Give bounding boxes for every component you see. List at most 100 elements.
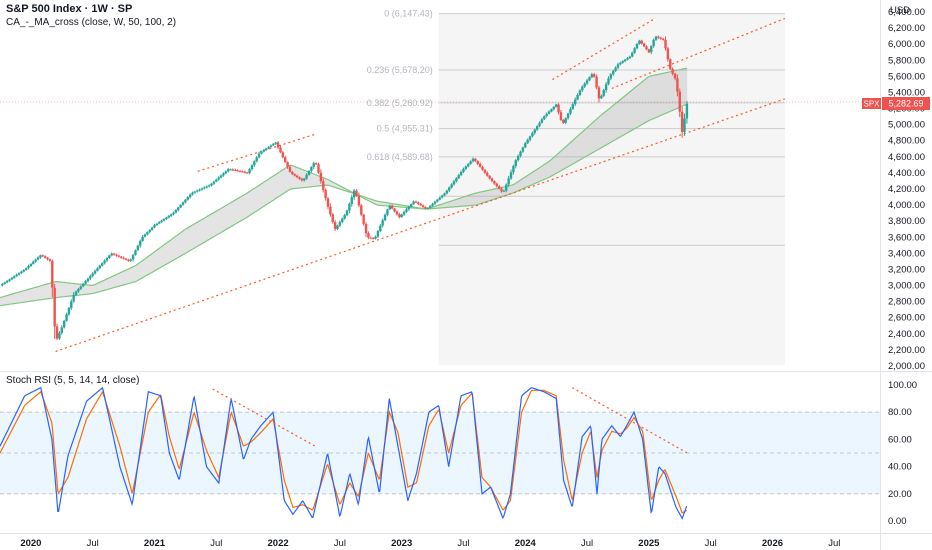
candle-body (526, 139, 529, 144)
candle-body (10, 277, 14, 280)
price-tick-label: 4,600.00 (888, 152, 925, 163)
fib-level-label: 0.5 (4,955.31) (377, 124, 433, 134)
candle-body (512, 166, 515, 173)
candle-body (155, 223, 159, 226)
candle-body (333, 222, 337, 229)
candle-body (543, 116, 546, 120)
candle-body (77, 288, 80, 292)
time-tick-label: Jul (705, 538, 717, 549)
price-tick-label: 4,000.00 (888, 200, 925, 211)
candle-body (650, 46, 653, 53)
candle-body (376, 231, 380, 237)
time-tick-label: 2025 (638, 538, 660, 549)
stoch-d-line (0, 389, 687, 514)
candle-body (245, 172, 249, 174)
candle-body (248, 169, 251, 173)
candle-body (588, 77, 591, 81)
stoch-tick-label: 0.00 (888, 516, 907, 527)
candle-body (162, 219, 166, 221)
symbol-title[interactable]: S&P 500 Index · 1W · SP (6, 3, 132, 15)
candle-body (276, 142, 280, 148)
candle-body (379, 225, 382, 232)
candle-body (169, 214, 173, 216)
candle-body (628, 56, 632, 59)
candle-body (600, 95, 603, 99)
price-tick-label: 6,000.00 (888, 39, 925, 50)
candle-body (324, 189, 327, 199)
candle-body (196, 190, 199, 192)
oscillator-axis[interactable]: 0.00 20.00 40.00 60.00 80.00 100.00 (888, 380, 917, 527)
candle-body (177, 207, 180, 211)
candle-body (238, 170, 242, 172)
stoch-k-line (0, 386, 688, 520)
candle-body (74, 291, 78, 295)
candle-body (452, 181, 456, 185)
candle-body (284, 157, 287, 163)
price-tick-label: 5,800.00 (888, 55, 925, 66)
candle-body (317, 164, 320, 173)
candle-body (547, 111, 551, 114)
time-tick-label: Jul (210, 538, 222, 549)
candle-body (243, 171, 247, 173)
candle-body (683, 118, 686, 132)
candle-body (288, 167, 292, 172)
candle-body (360, 205, 363, 215)
candle-body (614, 67, 617, 71)
candle-body (464, 166, 468, 169)
candle-body (616, 64, 620, 68)
candle-body (395, 211, 399, 215)
candle-body (661, 38, 665, 40)
candle-body (207, 185, 211, 187)
candle-body (262, 150, 266, 152)
candle-body (533, 129, 536, 133)
candle-body (497, 186, 501, 189)
candle-body (573, 99, 577, 105)
candle-body (519, 151, 522, 156)
oscillator-pane[interactable] (0, 386, 880, 520)
candle-body (371, 238, 375, 240)
candle-body (27, 266, 30, 269)
candle-body (595, 76, 598, 88)
candle-body (417, 202, 420, 204)
time-tick-label: 2026 (762, 538, 783, 549)
price-tick-label: 5,400.00 (888, 87, 925, 98)
time-axis[interactable]: 2020 Jul 2021 Jul 2022 Jul 2023 Jul 2024 Jul 2025 J… (20, 538, 840, 549)
candle-body (150, 227, 154, 230)
oscillator-legend[interactable]: Stoch RSI (5, 5, 14, 14, close) (6, 375, 139, 386)
price-tick-label: 4,400.00 (888, 168, 925, 179)
candle-body (148, 229, 151, 233)
stoch-tick-label: 80.00 (888, 407, 912, 418)
candle-body (281, 152, 285, 158)
candle-body (502, 190, 506, 192)
candle-body (319, 172, 323, 182)
candle-body (590, 74, 594, 78)
candle-body (53, 287, 56, 327)
candle-body (564, 118, 567, 123)
candle-body (666, 48, 670, 60)
candle-body (186, 197, 189, 200)
candle-body (654, 36, 658, 40)
candle-body (671, 69, 674, 74)
candle-body (433, 201, 437, 204)
candle-body (60, 327, 63, 333)
price-tick-label: 2,000.00 (888, 361, 925, 372)
indicator-legend[interactable]: CA_-_MA_cross (close, W, 50, 100, 2) (6, 17, 176, 28)
candle-body (326, 198, 330, 207)
candle-body (300, 178, 304, 181)
candle-body (205, 186, 208, 188)
candle-body (101, 263, 104, 266)
candle-body (645, 46, 648, 50)
price-axis[interactable]: 2,000.00 2,200.00 2,400.00 2,600.00 2,800.00… (888, 7, 925, 372)
candle-body (122, 257, 125, 259)
candle-body (188, 194, 192, 198)
candle-body (250, 165, 254, 170)
candle-body (338, 222, 342, 226)
candle-body (224, 171, 227, 174)
candle-body (241, 171, 244, 173)
candle-body (24, 268, 28, 271)
fib-level-label: 0.382 (5,260.92) (367, 98, 433, 108)
candle-body (198, 189, 201, 191)
candle-body (58, 332, 61, 339)
